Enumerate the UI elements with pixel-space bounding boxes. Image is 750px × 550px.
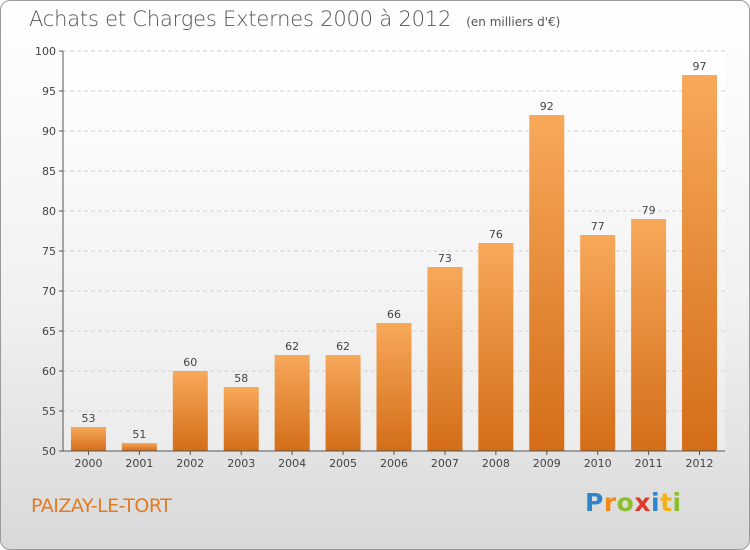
x-tick-label: 2001: [125, 457, 153, 470]
logo-letter: i: [651, 488, 661, 517]
bar-value-label: 73: [438, 252, 452, 265]
bars-group: 53 51 60 58 62 62 66 73 76 92 77 79 97: [70, 60, 718, 451]
bar-value-label: 62: [336, 340, 350, 353]
y-tick-label: 60: [42, 365, 56, 378]
chart-title: Achats et Charges Externes 2000 à 2012 (…: [29, 7, 560, 31]
bar-value-label: 58: [234, 372, 248, 385]
bar: [427, 267, 463, 451]
axes-group: 50 55 60 65 70 75 80 85 90 95 100 2000 2001 2002 2003 2…: [35, 45, 725, 470]
x-tick-label: 2007: [431, 457, 459, 470]
bar-value-label: 60: [183, 356, 197, 369]
bar-value-label: 76: [489, 228, 503, 241]
logo-letter: i: [672, 488, 682, 517]
x-tick-label: 2002: [176, 457, 204, 470]
proxiti-logo: Proxiti: [585, 488, 682, 517]
logo-letter: x: [634, 488, 651, 517]
bar: [325, 355, 361, 451]
bar-value-label: 66: [387, 308, 401, 321]
logo-letter: t: [660, 488, 673, 517]
commune-name: PAIZAY-LE-TORT: [31, 495, 172, 517]
x-tick-label: 2006: [380, 457, 408, 470]
bar: [172, 371, 208, 451]
bar: [121, 443, 157, 451]
logo-letter: r: [603, 488, 617, 517]
logo-letter: o: [616, 488, 635, 517]
bar: [529, 115, 565, 451]
y-tick-label: 100: [35, 45, 56, 58]
bar-value-label: 77: [591, 220, 605, 233]
bar-value-label: 92: [540, 100, 554, 113]
x-tick-label: 2012: [686, 457, 714, 470]
bar: [376, 323, 412, 451]
bar-value-label: 79: [642, 204, 656, 217]
logo-letter: P: [585, 488, 604, 517]
x-tick-label: 2010: [584, 457, 612, 470]
bar: [70, 427, 106, 451]
bar: [580, 235, 616, 451]
y-tick-label: 50: [42, 445, 56, 458]
x-tick-label: 2008: [482, 457, 510, 470]
title-text: Achats et Charges Externes 2000 à 2012: [29, 7, 452, 31]
y-tick-label: 95: [42, 85, 56, 98]
x-tick-label: 2003: [227, 457, 255, 470]
bar-value-label: 62: [285, 340, 299, 353]
x-tick-label: 2004: [278, 457, 306, 470]
y-tick-label: 70: [42, 285, 56, 298]
x-tick-label: 2005: [329, 457, 357, 470]
title-unit: (en milliers d'€): [466, 15, 561, 29]
bar-value-label: 97: [693, 60, 707, 73]
y-tick-label: 55: [42, 405, 56, 418]
x-tick-label: 2011: [635, 457, 663, 470]
x-tick-label: 2000: [74, 457, 102, 470]
bar-value-label: 51: [132, 428, 146, 441]
y-tick-label: 65: [42, 325, 56, 338]
bar-value-label: 53: [81, 412, 95, 425]
bar: [682, 75, 718, 451]
bar: [274, 355, 310, 451]
bar: [223, 387, 259, 451]
y-tick-label: 80: [42, 205, 56, 218]
y-tick-label: 75: [42, 245, 56, 258]
y-tick-label: 85: [42, 165, 56, 178]
bar: [631, 219, 667, 451]
x-tick-label: 2009: [533, 457, 561, 470]
bar: [478, 243, 514, 451]
y-tick-label: 90: [42, 125, 56, 138]
